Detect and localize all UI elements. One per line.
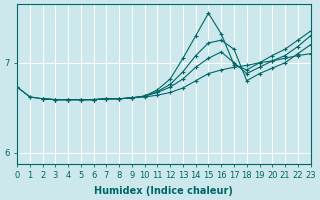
X-axis label: Humidex (Indice chaleur): Humidex (Indice chaleur)	[94, 186, 233, 196]
